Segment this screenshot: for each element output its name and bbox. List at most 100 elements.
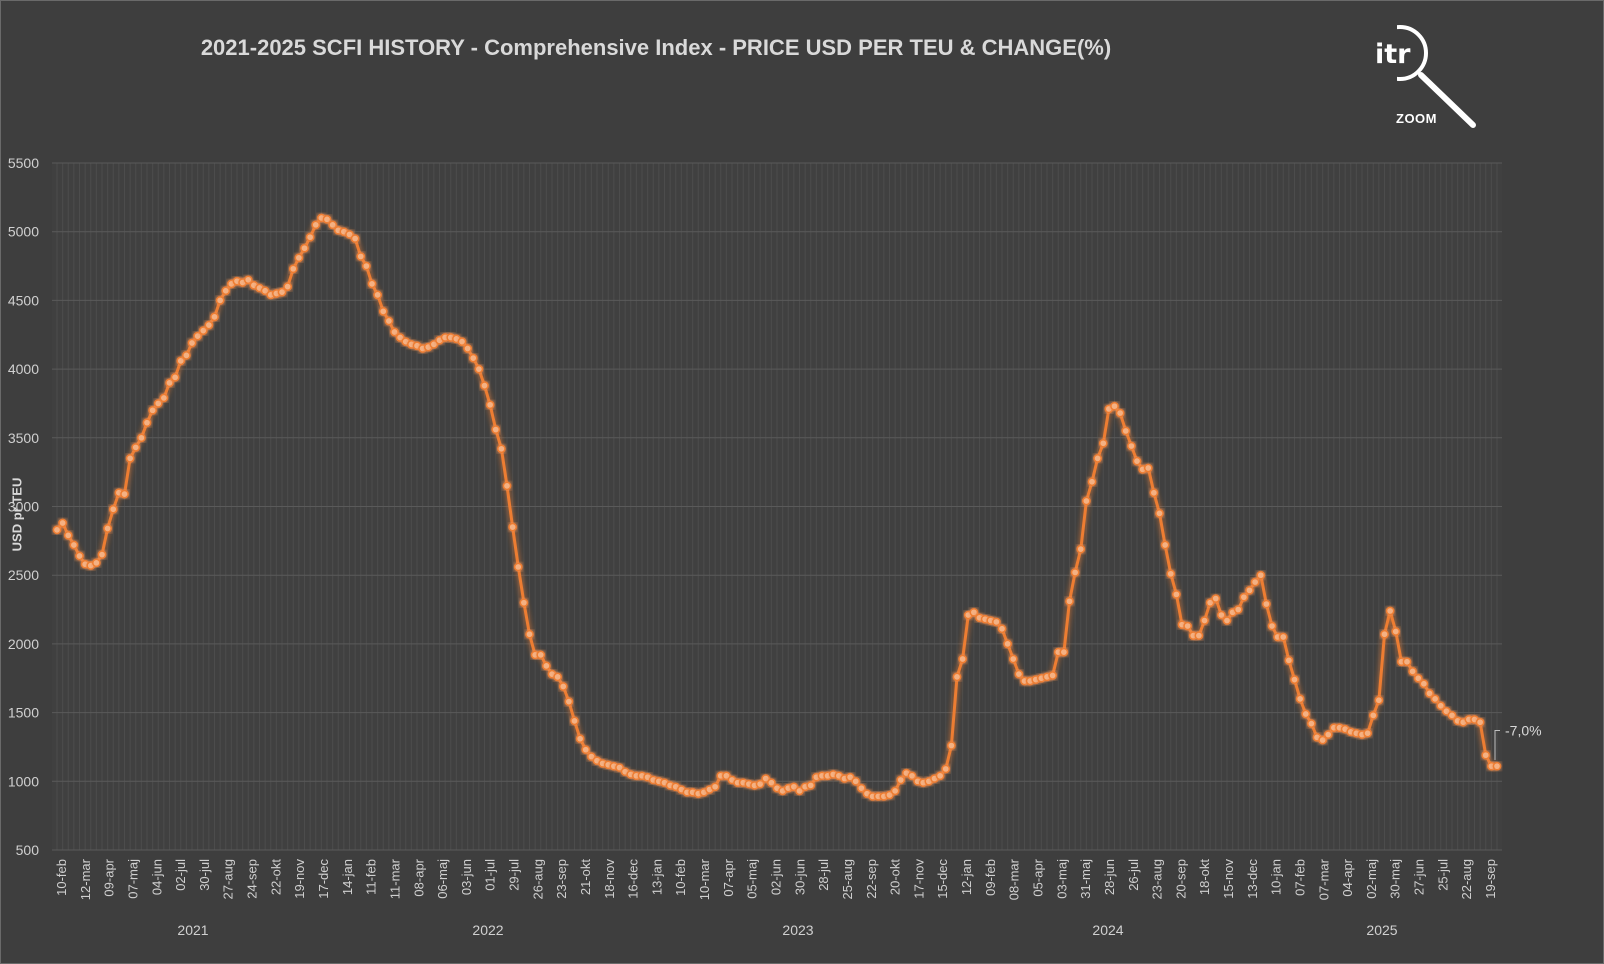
x-tick-label: 28-jul — [816, 859, 831, 891]
data-point — [1391, 627, 1401, 636]
data-point — [75, 551, 84, 561]
x-tick-label: 11-feb — [364, 859, 379, 895]
y-axis-label: USD pr TEU — [9, 477, 25, 552]
data-point — [277, 287, 287, 297]
data-point — [429, 340, 439, 349]
year-label: 2024 — [1092, 922, 1123, 938]
data-point — [328, 220, 337, 230]
data-point — [564, 697, 574, 706]
data-point — [536, 650, 546, 660]
x-tick-label: 17-nov — [911, 859, 926, 899]
data-point — [997, 624, 1007, 634]
data-point — [69, 540, 79, 550]
data-point — [1307, 719, 1316, 728]
data-point — [558, 682, 568, 691]
data-point — [131, 443, 141, 452]
x-tick-label: 02-jul — [173, 859, 188, 891]
x-tick-label: 19-nov — [292, 859, 307, 899]
data-point — [170, 372, 180, 382]
data-point — [519, 598, 529, 608]
data-point — [260, 286, 270, 296]
data-point — [221, 286, 231, 296]
data-point — [58, 518, 67, 528]
data-point — [1374, 695, 1384, 705]
data-point — [1301, 709, 1311, 719]
data-point — [795, 786, 804, 796]
data-point — [755, 779, 765, 789]
data-point — [1008, 654, 1018, 664]
data-point — [896, 775, 906, 785]
x-tick-label: 30-jul — [197, 859, 212, 891]
data-point — [395, 333, 405, 342]
data-point — [542, 661, 551, 671]
data-point — [1048, 671, 1057, 680]
data-point — [1442, 706, 1451, 716]
data-point — [1200, 616, 1209, 625]
data-point — [1110, 401, 1119, 411]
data-point — [570, 716, 579, 726]
x-tick-label: 25-aug — [840, 859, 855, 899]
data-point — [497, 444, 506, 454]
y-tick-label: 4000 — [8, 361, 39, 377]
data-point — [761, 774, 771, 783]
data-point — [193, 331, 202, 341]
data-point — [1003, 639, 1012, 649]
x-tick-label: 29-jul — [507, 859, 522, 891]
data-point — [345, 230, 354, 239]
data-point — [52, 525, 62, 535]
year-labels: 2021 2022 2023 2024 2025 — [177, 922, 1397, 938]
data-point — [294, 253, 304, 263]
data-point — [1363, 728, 1372, 738]
data-point — [907, 771, 917, 781]
x-tick-label: 19-sep — [1483, 859, 1498, 899]
x-tick-label: 03-jun — [459, 859, 474, 895]
y-axis-ticks: 500 1000 1500 2000 2500 3000 3500 4000 4500 5000 5… — [8, 155, 39, 858]
x-tick-label: 10-feb — [673, 859, 688, 896]
data-point — [1250, 577, 1260, 587]
data-point — [806, 781, 816, 790]
data-point — [1245, 585, 1254, 595]
x-tick-label: 18-nov — [602, 859, 617, 899]
annotation-label: -7,0% — [1505, 722, 1542, 738]
data-point — [1149, 488, 1159, 498]
data-point — [153, 399, 163, 408]
data-point — [947, 741, 956, 750]
data-point — [1127, 441, 1136, 451]
data-point — [1323, 730, 1333, 739]
data-point — [125, 454, 135, 463]
data-point — [1233, 605, 1243, 614]
data-point — [182, 351, 191, 360]
data-point — [322, 214, 332, 224]
data-point — [92, 558, 101, 568]
x-tick-label: 21-okt — [578, 859, 593, 896]
data-point — [1413, 673, 1423, 683]
data-point — [722, 771, 731, 781]
x-tick-label: 09-apr — [102, 858, 117, 896]
data-point — [384, 316, 394, 326]
data-point — [851, 776, 861, 786]
data-point — [502, 481, 512, 491]
data-point — [615, 763, 624, 772]
x-tick-label: 02-jun — [769, 859, 784, 895]
data-point — [204, 320, 214, 330]
data-point — [305, 232, 315, 242]
x-tick-label: 13-dec — [1245, 859, 1260, 899]
x-tick-label: 27-aug — [221, 859, 236, 899]
x-tick-label: 10-jan — [1269, 859, 1284, 895]
data-point — [1194, 631, 1204, 641]
y-tick-label: 3500 — [8, 430, 39, 446]
data-point — [1143, 463, 1153, 473]
x-axis-ticks: 10-feb 12-mar 09-apr 07-maj 04-jun 02-jul 30-j… — [54, 858, 1498, 900]
x-tick-label: 10-feb — [54, 859, 69, 896]
x-tick-label: 03-maj — [1054, 859, 1069, 899]
data-point — [283, 282, 292, 292]
data-point — [108, 504, 118, 514]
data-point — [1368, 710, 1378, 720]
x-tick-label: 22-sep — [864, 859, 879, 899]
data-point — [356, 252, 366, 261]
data-point — [1014, 669, 1024, 679]
data-point — [1267, 621, 1277, 631]
data-point — [367, 279, 377, 289]
data-point — [767, 778, 776, 788]
data-point — [1475, 717, 1485, 727]
